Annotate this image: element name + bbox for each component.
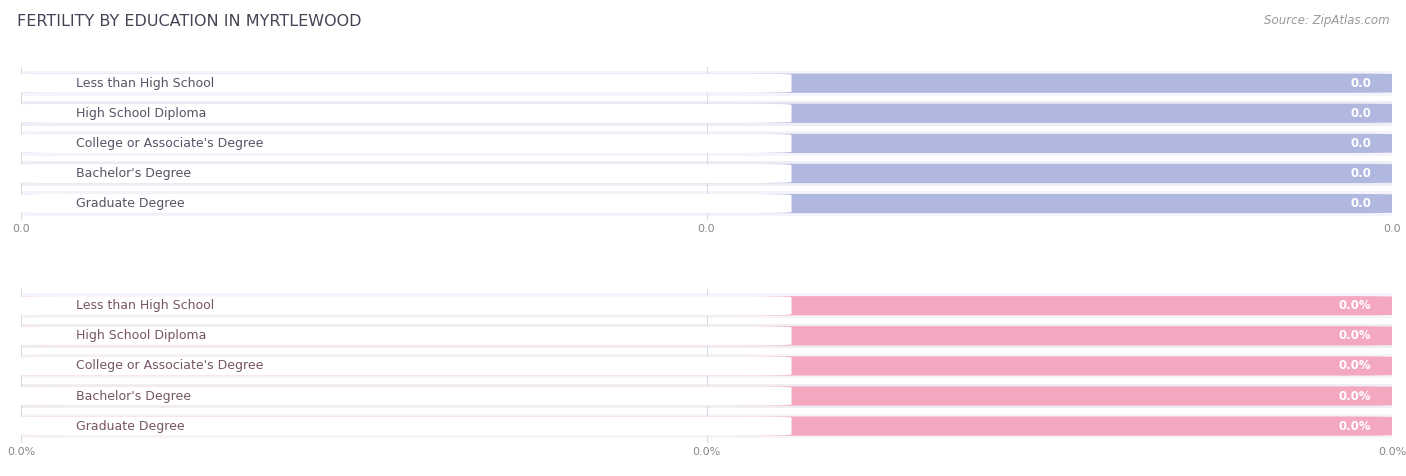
FancyBboxPatch shape bbox=[10, 74, 792, 93]
Text: Bachelor's Degree: Bachelor's Degree bbox=[76, 167, 191, 180]
Text: College or Associate's Degree: College or Associate's Degree bbox=[76, 137, 263, 150]
Text: College or Associate's Degree: College or Associate's Degree bbox=[76, 359, 263, 372]
FancyBboxPatch shape bbox=[10, 194, 792, 213]
Text: Source: ZipAtlas.com: Source: ZipAtlas.com bbox=[1264, 14, 1389, 27]
Text: 0.0: 0.0 bbox=[1351, 137, 1371, 150]
FancyBboxPatch shape bbox=[10, 387, 1403, 406]
FancyBboxPatch shape bbox=[21, 293, 1392, 318]
FancyBboxPatch shape bbox=[10, 296, 792, 316]
FancyBboxPatch shape bbox=[10, 357, 792, 376]
FancyBboxPatch shape bbox=[10, 164, 792, 183]
Text: 0.0: 0.0 bbox=[1351, 107, 1371, 120]
FancyBboxPatch shape bbox=[10, 104, 1403, 123]
FancyBboxPatch shape bbox=[10, 357, 1403, 376]
Text: 0.0: 0.0 bbox=[1351, 167, 1371, 180]
FancyBboxPatch shape bbox=[10, 387, 792, 406]
FancyBboxPatch shape bbox=[21, 71, 1392, 96]
Text: 0.0%: 0.0% bbox=[1339, 359, 1371, 372]
FancyBboxPatch shape bbox=[10, 416, 1403, 436]
FancyBboxPatch shape bbox=[21, 354, 1392, 378]
FancyBboxPatch shape bbox=[21, 131, 1392, 156]
Text: Graduate Degree: Graduate Degree bbox=[76, 420, 184, 433]
FancyBboxPatch shape bbox=[10, 326, 1403, 346]
FancyBboxPatch shape bbox=[10, 416, 792, 436]
FancyBboxPatch shape bbox=[10, 164, 1403, 183]
FancyBboxPatch shape bbox=[21, 324, 1392, 348]
FancyBboxPatch shape bbox=[10, 194, 1403, 213]
Text: Less than High School: Less than High School bbox=[76, 77, 214, 89]
Text: 0.0: 0.0 bbox=[1351, 197, 1371, 210]
FancyBboxPatch shape bbox=[21, 384, 1392, 408]
FancyBboxPatch shape bbox=[10, 104, 792, 123]
Text: Bachelor's Degree: Bachelor's Degree bbox=[76, 389, 191, 403]
FancyBboxPatch shape bbox=[21, 414, 1392, 438]
FancyBboxPatch shape bbox=[21, 101, 1392, 126]
Text: High School Diploma: High School Diploma bbox=[76, 329, 207, 342]
FancyBboxPatch shape bbox=[10, 296, 1403, 316]
Text: Less than High School: Less than High School bbox=[76, 299, 214, 312]
FancyBboxPatch shape bbox=[10, 74, 1403, 93]
Text: FERTILITY BY EDUCATION IN MYRTLEWOOD: FERTILITY BY EDUCATION IN MYRTLEWOOD bbox=[17, 14, 361, 30]
Text: 0.0%: 0.0% bbox=[1339, 329, 1371, 342]
Text: Graduate Degree: Graduate Degree bbox=[76, 197, 184, 210]
Text: 0.0%: 0.0% bbox=[1339, 389, 1371, 403]
Text: 0.0%: 0.0% bbox=[1339, 420, 1371, 433]
FancyBboxPatch shape bbox=[10, 326, 792, 346]
FancyBboxPatch shape bbox=[10, 134, 792, 153]
FancyBboxPatch shape bbox=[21, 191, 1392, 216]
FancyBboxPatch shape bbox=[10, 134, 1403, 153]
Text: 0.0%: 0.0% bbox=[1339, 299, 1371, 312]
FancyBboxPatch shape bbox=[21, 161, 1392, 186]
Text: 0.0: 0.0 bbox=[1351, 77, 1371, 89]
Text: High School Diploma: High School Diploma bbox=[76, 107, 207, 120]
